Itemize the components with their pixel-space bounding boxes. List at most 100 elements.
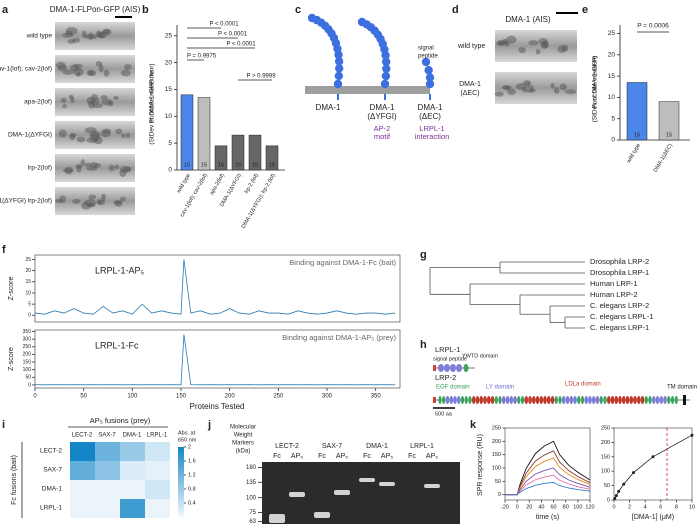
punctum (101, 98, 113, 106)
micrograph (55, 55, 135, 83)
punctum (550, 82, 555, 89)
panel-letter: g (420, 249, 427, 261)
x-tick-label: wild type (176, 173, 192, 195)
x-tick-label: 40 (538, 504, 544, 510)
x-tick-label: apa-2(lof) (209, 173, 226, 197)
point (613, 497, 617, 501)
colorbar (178, 447, 184, 517)
lane-label: LECT-2 (275, 443, 299, 450)
ldla-domain (606, 396, 611, 404)
punctum (89, 130, 101, 138)
colorbar-tick-label: 1.2 (188, 472, 196, 478)
domain-bead (382, 64, 391, 73)
punctum (93, 136, 103, 145)
sublane-label: AP₅ (291, 453, 303, 460)
lane-label: LRPL-1 (410, 443, 434, 450)
x-tick-label: 120 (585, 504, 594, 510)
punctum (94, 163, 102, 168)
label: lrp-2(lof) (28, 165, 52, 172)
punctum (70, 96, 75, 104)
annotation: TM domain (667, 385, 697, 391)
bar (626, 82, 648, 141)
ldla-domain (528, 396, 532, 404)
egf-domain (644, 396, 648, 404)
n-label: 15 (666, 132, 672, 138)
punctum (535, 48, 541, 55)
punctum (113, 200, 122, 205)
ly-domain (444, 364, 450, 372)
egf-domain (442, 396, 446, 404)
y-tick-label: 100 (23, 367, 32, 373)
domain-bead (335, 64, 344, 73)
domain-bead (424, 66, 433, 75)
bar (180, 94, 194, 171)
punctum (97, 200, 106, 205)
domain-bead (307, 13, 317, 23)
fit-line (614, 434, 693, 499)
marker-label: 100 (246, 495, 257, 501)
annotation: signal peptide (433, 356, 467, 362)
marker-label: 135 (246, 480, 257, 486)
heatmap-cell (95, 461, 120, 480)
annotation: P > 0.9999 (246, 74, 276, 80)
y-tick-label: 5 (28, 301, 31, 307)
ldla-domain (486, 396, 491, 404)
heatmap-cell (70, 499, 95, 518)
point (614, 494, 618, 498)
leaf-label: Human LRP-1 (590, 279, 638, 288)
ldla-domain (535, 396, 540, 404)
ldla-domain (636, 396, 641, 404)
y-tick-label: 250 (23, 344, 32, 350)
ly-domain (569, 396, 574, 404)
protein-label: DMA-1 (370, 103, 395, 112)
annotation: LRPL-1 (419, 124, 444, 133)
x-tick-label: -20 (501, 504, 509, 510)
bar (248, 134, 262, 171)
egf-domain (498, 396, 502, 404)
gel-band (269, 514, 285, 523)
colorbar-tick-label: 0.8 (188, 486, 196, 492)
y-axis-label: (StDev of DMA-1-GFP) (592, 56, 599, 123)
y-tick-label: 0 (498, 492, 501, 498)
punctum (525, 88, 536, 93)
protein-label: (ΔYFGI) (367, 112, 397, 121)
x-axis-label: Proteins Tested (190, 402, 245, 411)
series-label: LRPL-1-Fc (95, 340, 139, 350)
sensorgram (505, 481, 591, 496)
panel-letter: d (452, 4, 459, 16)
label: DMA-1(ΔYFGI) lrp-2(lof) (0, 198, 52, 205)
x-tick-label: 0 (612, 504, 615, 510)
colorbar-tick-label: 2 (188, 444, 191, 450)
punctum (124, 64, 132, 71)
n-label: 15 (235, 162, 241, 168)
punctum (121, 133, 126, 139)
plot-frame (34, 329, 401, 389)
panel-letter: i (2, 419, 5, 431)
ldla-domain (543, 396, 547, 404)
column-label: SAX-7 (98, 433, 116, 439)
x-tick-label: 300 (322, 394, 333, 400)
series-label: LRPL-1-AP₅ (95, 265, 145, 275)
y-tick-label: 250 (601, 425, 610, 431)
ly-domain (595, 396, 600, 404)
ldla-domain (640, 396, 645, 404)
x-tick-label: 8 (675, 504, 678, 510)
ly-domain (513, 396, 517, 404)
annotation: P < 0.0001 (209, 22, 239, 28)
label: apa-2(lof) (24, 99, 52, 106)
y-tick-label: 0 (168, 167, 172, 174)
panel-letter: a (2, 4, 9, 16)
punctum (124, 166, 132, 172)
column-label: DMA-1 (123, 433, 142, 439)
panel-letter: e (582, 4, 588, 16)
punctum (64, 166, 74, 175)
punctum (100, 95, 108, 100)
label: DMA-1-FLPon-GFP (AIS) (50, 5, 141, 14)
ldla-domain (490, 396, 495, 404)
gel-band (424, 484, 440, 488)
bar (658, 101, 680, 141)
leaf-label: C. elegans LRPL-1 (590, 312, 653, 321)
annotation: P = 0.9975 (187, 54, 217, 60)
y-tick-label: 200 (492, 439, 501, 445)
annotation: LY domain (486, 385, 514, 391)
